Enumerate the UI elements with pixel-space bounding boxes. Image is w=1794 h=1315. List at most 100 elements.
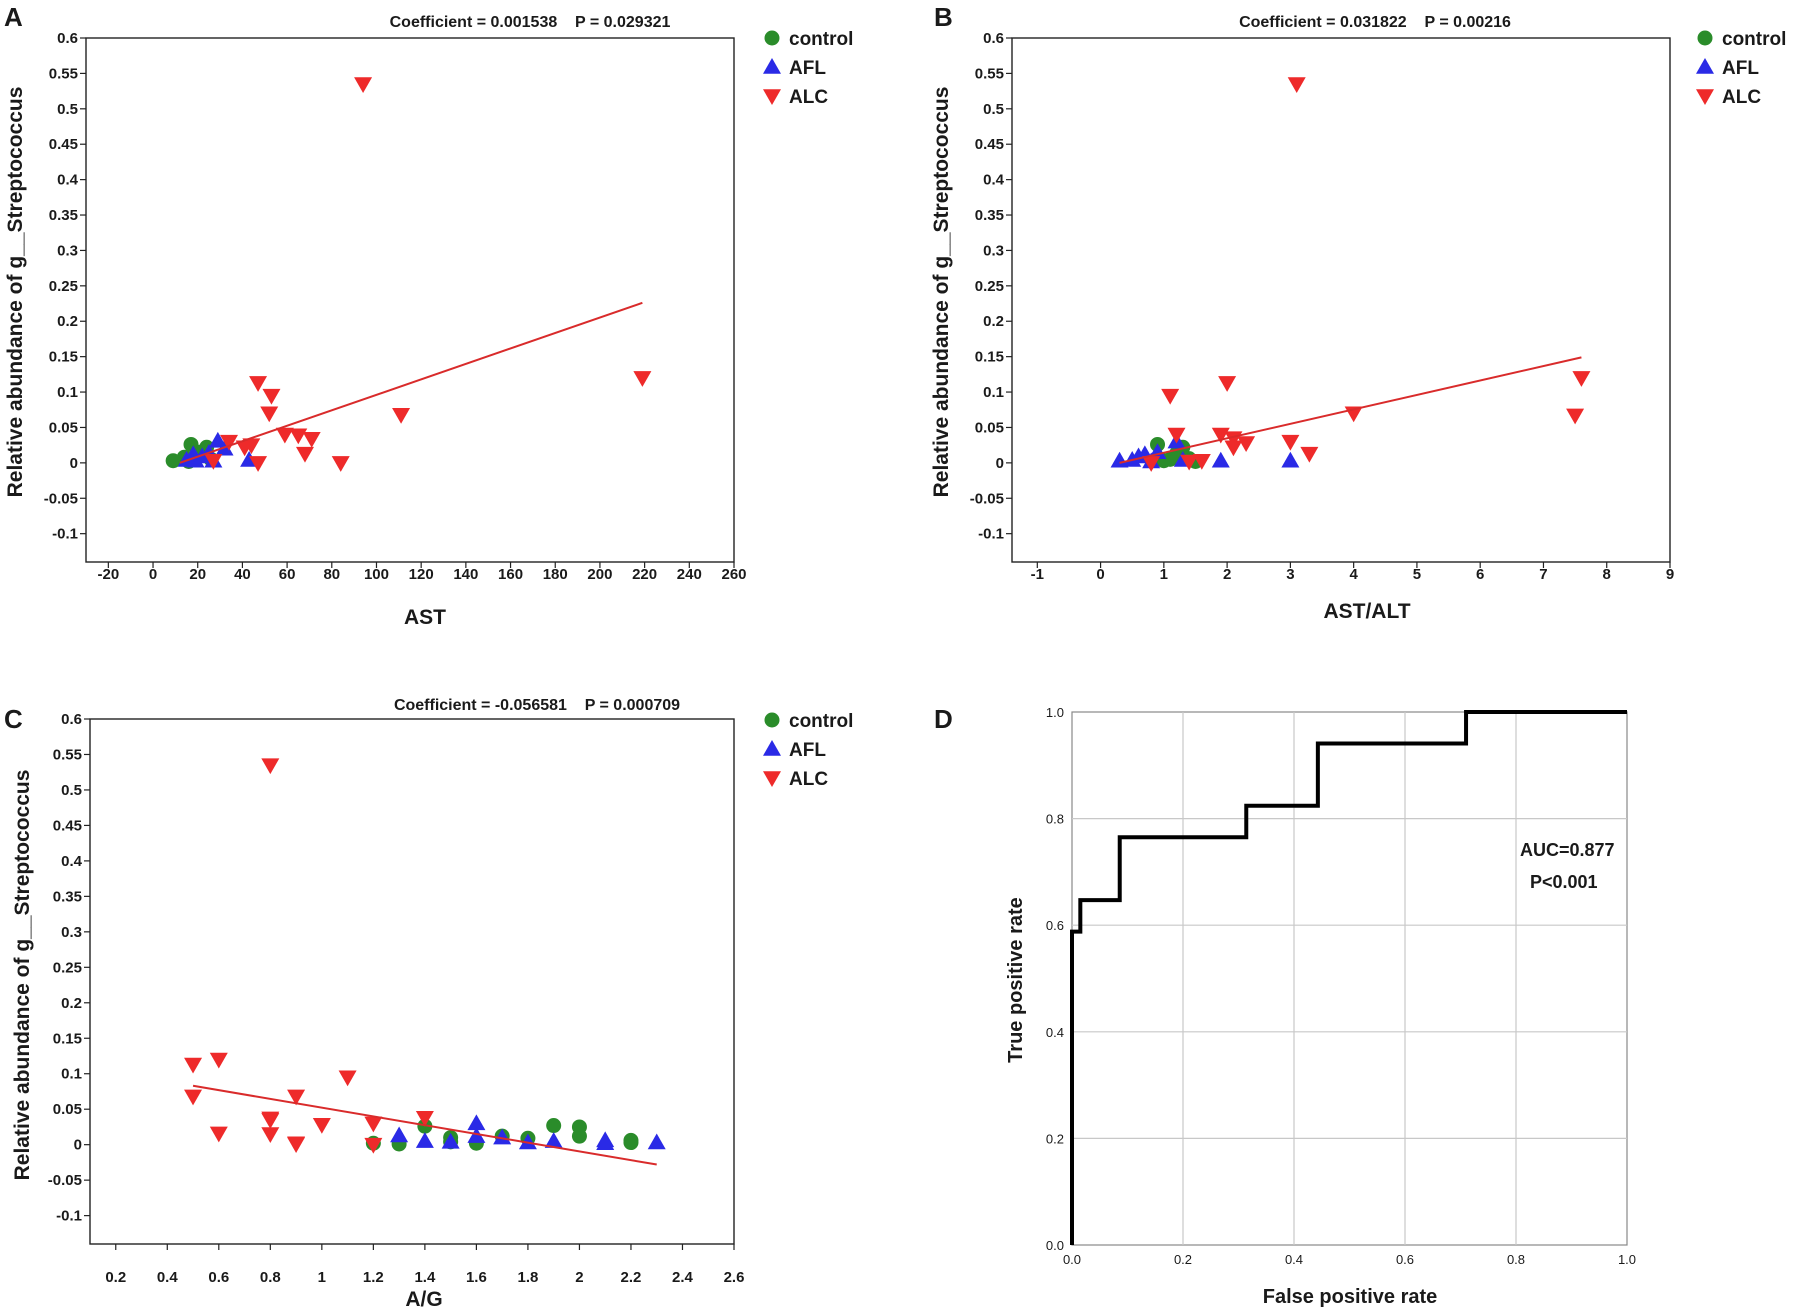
AFL-point (467, 1114, 486, 1131)
ALC-point (209, 1052, 228, 1069)
ALC-point (331, 456, 350, 472)
legend-ALC-label: ALC (789, 87, 828, 108)
x-tick-label: 0 (149, 566, 157, 583)
x-tick-label: 80 (323, 566, 340, 583)
legend-ALC-label: ALC (1722, 87, 1761, 108)
x-tick-label: 200 (587, 566, 612, 583)
y-tick-label: 0.3 (61, 924, 82, 941)
y-tick-label: 0.05 (49, 419, 78, 436)
x-tick-label: 20 (189, 566, 206, 583)
ALC-point (1224, 440, 1243, 457)
y-axis-title: Relative abundance of g__Streptococcus (4, 87, 27, 498)
y-tick-label: 0 (70, 455, 78, 472)
x-tick-label: 5 (1413, 566, 1421, 583)
legend-control-marker (1697, 30, 1713, 46)
scatter-plot: 0.2 0.4 0.6 0.8 1 1.2 1.4 1.6 1.8 2 2.2 2.4 2.6 -0.1 -… (48, 711, 854, 1286)
AFL-point (647, 1133, 666, 1150)
x-axis-title: AST/ALT (1323, 600, 1410, 623)
y-tick-label: 0.25 (975, 278, 1004, 295)
y-axis-title: Relative abundance of g__Streptococcus (11, 770, 34, 1181)
y-tick-label: 0 (74, 1137, 82, 1154)
y-tick-label: 0.15 (975, 349, 1004, 366)
control-point (546, 1118, 562, 1134)
legend-control-label: control (789, 29, 853, 50)
y-tick-label: 0.35 (53, 888, 82, 905)
ALC-point (242, 438, 261, 455)
ALC-point (204, 453, 223, 470)
y-tick-label: -0.05 (48, 1172, 82, 1189)
y-tick-label: 0.6 (1046, 918, 1064, 933)
legend-control-label: control (1722, 29, 1786, 50)
x-tick-label: 7 (1539, 566, 1547, 583)
stats-label: Coefficient = 0.001538 P = 0.029321 (390, 14, 671, 31)
ALC-point (364, 1137, 383, 1154)
ALC-point (220, 434, 239, 451)
legend-AFL-label: AFL (789, 740, 826, 761)
panel-d: D True positive rate False positive rate… (934, 704, 1636, 1308)
regression-line (179, 301, 643, 464)
legend-AFL-marker (763, 58, 781, 74)
y-tick-label: 0.55 (975, 65, 1004, 82)
roc-plot: 0.0 0.2 0.4 0.6 0.8 1.0 0.0 0.2 0.4 0.6 0.8 1.0 (1046, 705, 1636, 1267)
x-tick-label: 260 (721, 566, 746, 583)
AFL-point (1211, 451, 1230, 468)
x-tick-label: 180 (543, 566, 568, 583)
roc-curve (1070, 710, 1627, 1245)
plot-frame (1011, 37, 1671, 563)
p-value-label: P<0.001 (1530, 872, 1598, 892)
panel-letter: B (934, 2, 953, 32)
stats-label: Coefficient = 0.031822 P = 0.00216 (1239, 14, 1511, 31)
x-tick-label: 1.4 (414, 1269, 436, 1286)
ALC-point (633, 371, 652, 387)
y-tick-label: 0.05 (53, 1101, 82, 1118)
x-tick-label: 2 (575, 1269, 583, 1286)
plot-frame (85, 37, 735, 563)
x-tick-label: 1 (318, 1269, 326, 1286)
x-tick-label: 0.8 (260, 1269, 281, 1286)
auc-label: AUC=0.877 (1520, 840, 1615, 860)
ALC-point (1161, 388, 1180, 405)
y-axis-title: Relative abundance of g__Streptococcus (930, 87, 953, 498)
ALC-point (249, 456, 268, 472)
scatter-plot: -1 0 1 2 3 4 5 6 7 8 9 -0.1 -0.05 0 0.05 0.1 0.15 0.2 0.25… (970, 29, 1787, 583)
y-tick-label: 0.1 (61, 1066, 82, 1083)
y-tick-label: 0.4 (1046, 1025, 1064, 1040)
ALC-point (1237, 436, 1256, 453)
y-tick-label: 0 (996, 455, 1004, 472)
ALC-point (249, 376, 268, 392)
panel-letter: D (934, 704, 953, 734)
ALC-point (338, 1070, 357, 1087)
legend-AFL-marker (1696, 58, 1714, 74)
ALC-point (287, 1136, 306, 1153)
panel-letter: A (4, 2, 23, 32)
AFL-point (518, 1133, 537, 1150)
ALC-point (1300, 446, 1319, 463)
ALC-point (261, 1113, 280, 1129)
AFL-point (467, 1127, 486, 1143)
x-tick-label: 2 (1223, 566, 1231, 583)
y-tick-label: 0.1 (57, 384, 78, 401)
ALC-point (1281, 434, 1300, 451)
legend-control-label: control (789, 711, 853, 732)
x-tick-label: 1.6 (466, 1269, 487, 1286)
ALC-point (1142, 456, 1161, 472)
ALC-point (209, 1126, 228, 1143)
y-tick-label: -0.05 (970, 490, 1004, 507)
AFL-point (415, 1132, 434, 1148)
y-tick-label: 0.4 (983, 172, 1005, 189)
ALC-point (354, 77, 373, 94)
AFL-point (1110, 451, 1129, 468)
legend-ALC-label: ALC (789, 769, 828, 790)
x-axis-title: A/G (405, 1288, 442, 1311)
panel-letter: C (4, 704, 23, 734)
y-tick-label: 0.1 (983, 384, 1004, 401)
legend-AFL-label: AFL (1722, 58, 1759, 79)
ALC-point (415, 1110, 434, 1127)
y-tick-label: 0.5 (983, 101, 1004, 118)
ALC-point (364, 1116, 383, 1133)
y-tick-label: 0.25 (53, 959, 82, 976)
x-tick-label: 2.4 (672, 1269, 694, 1286)
scatter-plot: -20 0 20 40 60 80 100 120 140 160 180 200 220 240 260 -… (44, 29, 854, 583)
ALC-point (1572, 371, 1591, 387)
